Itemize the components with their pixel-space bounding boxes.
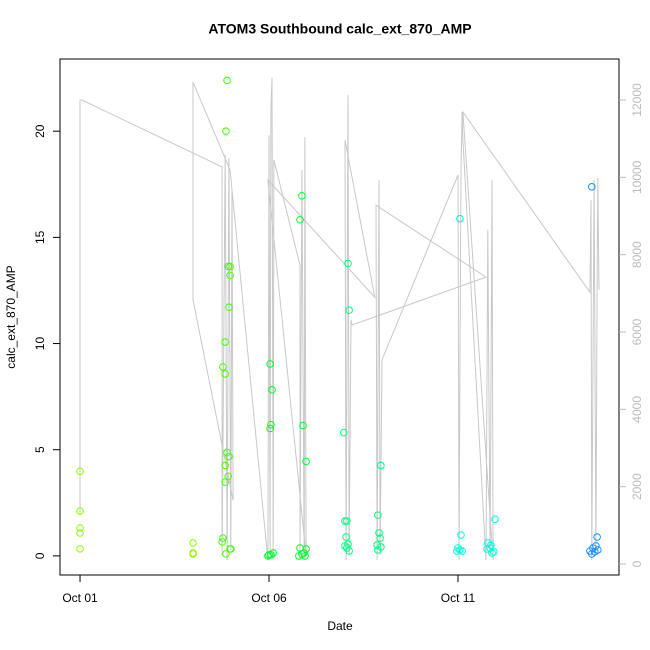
data-point xyxy=(299,421,307,430)
data-point xyxy=(221,461,229,470)
data-point xyxy=(189,550,197,558)
data-point xyxy=(344,259,352,268)
data-point xyxy=(219,534,227,542)
y-tick-label: 20 xyxy=(33,124,47,138)
data-point xyxy=(218,538,226,546)
data-point xyxy=(298,191,306,200)
data-point xyxy=(457,531,465,539)
data-point xyxy=(587,183,596,191)
chart-title: ATOM3 Southbound calc_ext_870_AMP xyxy=(208,21,471,37)
data-point xyxy=(225,303,233,312)
y2-tick-label: 6000 xyxy=(630,318,644,345)
data-point xyxy=(225,452,233,461)
x-tick-label: Oct 01 xyxy=(62,591,98,605)
data-point xyxy=(341,517,349,525)
data-point xyxy=(189,539,197,547)
data-point xyxy=(483,545,491,553)
data-point xyxy=(266,360,274,368)
data-point xyxy=(264,552,272,560)
y-tick-label: 0 xyxy=(33,552,47,559)
y-tick-label: 15 xyxy=(33,230,47,244)
x-tick-label: Oct 06 xyxy=(251,591,287,605)
data-point xyxy=(221,338,229,346)
data-point xyxy=(227,545,235,553)
data-point xyxy=(593,533,601,541)
data-point xyxy=(458,547,466,555)
y2-tick-label: 2000 xyxy=(630,473,644,500)
data-point xyxy=(76,545,84,553)
data-point xyxy=(376,534,384,542)
data-point xyxy=(226,262,234,271)
data-point xyxy=(221,478,229,487)
y2-tick-label: 4000 xyxy=(630,396,644,423)
data-point xyxy=(343,544,351,552)
data-point xyxy=(302,457,310,466)
data-point xyxy=(266,424,274,433)
data-point xyxy=(296,215,304,224)
data-point xyxy=(76,529,84,537)
data-point xyxy=(76,524,84,532)
y-axis-label: calc_ext_870_AMP xyxy=(4,265,18,368)
y2-tick-label: 10000 xyxy=(630,160,644,194)
data-point xyxy=(302,545,310,553)
data-point xyxy=(219,363,227,371)
data-point xyxy=(456,214,464,223)
x-tick-label: Oct 11 xyxy=(441,591,476,605)
data-point xyxy=(226,271,234,280)
data-point xyxy=(341,542,349,550)
x-axis-label: Date xyxy=(327,619,353,633)
data-point xyxy=(345,306,353,315)
plot-frame xyxy=(59,58,620,576)
data-point xyxy=(267,420,275,429)
data-point xyxy=(222,127,230,135)
data-point xyxy=(76,507,84,515)
data-point xyxy=(592,542,600,550)
data-point xyxy=(340,428,348,437)
data-point xyxy=(375,529,383,537)
data-point xyxy=(453,547,461,555)
data-point xyxy=(224,262,232,271)
data-point xyxy=(488,549,496,557)
y-tick-label: 5 xyxy=(33,446,47,453)
data-point xyxy=(374,546,382,554)
data-point xyxy=(342,533,350,541)
data-point xyxy=(491,515,499,523)
data-point xyxy=(594,546,602,554)
y2-tick-label: 0 xyxy=(630,560,644,567)
data-point xyxy=(223,76,231,85)
data-point xyxy=(223,448,231,457)
data-point xyxy=(486,544,494,552)
data-point xyxy=(265,551,273,559)
data-point xyxy=(224,472,232,481)
data-point xyxy=(268,386,276,394)
data-point xyxy=(295,552,303,560)
data-point xyxy=(373,541,381,549)
y2-tick-label: 8000 xyxy=(630,241,644,268)
data-point xyxy=(587,550,596,558)
data-point xyxy=(377,461,385,470)
data-line xyxy=(79,77,600,561)
data-point xyxy=(343,517,351,525)
data-point xyxy=(374,511,382,519)
data-point xyxy=(76,467,84,476)
data-point xyxy=(301,552,309,560)
data-point xyxy=(490,548,498,556)
data-point xyxy=(222,550,230,558)
data-point xyxy=(487,541,495,549)
y2-tick-label: 12000 xyxy=(630,83,644,117)
data-point xyxy=(221,370,229,378)
y-tick-label: 10 xyxy=(33,337,47,351)
